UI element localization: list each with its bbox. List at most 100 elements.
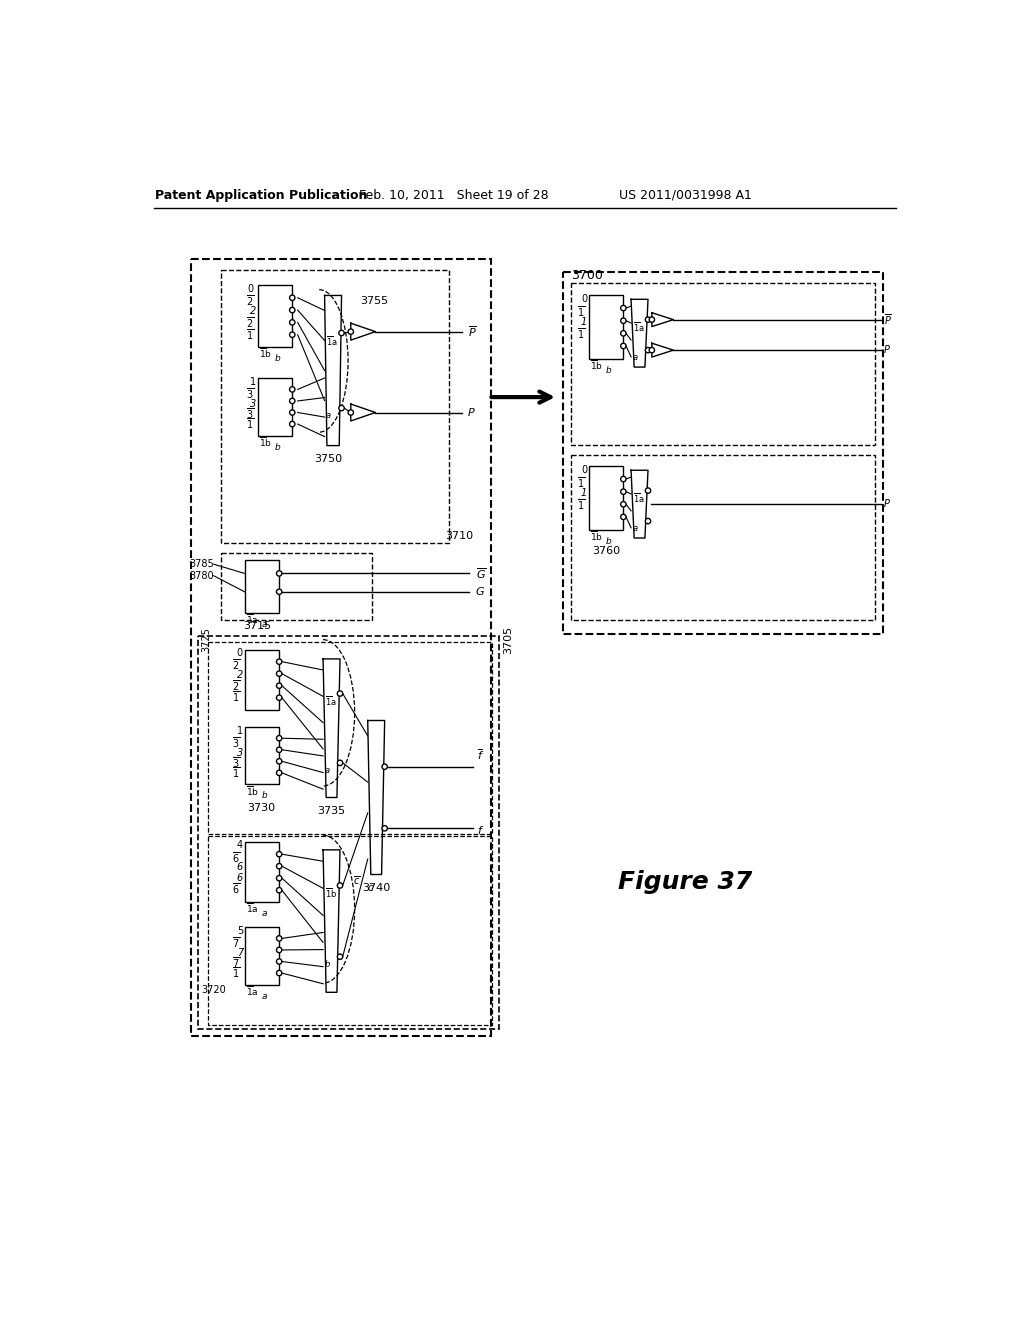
Text: US 2011/0031998 A1: US 2011/0031998 A1 [618,189,752,202]
Bar [221,271,449,544]
Text: $\overline{7}$: $\overline{7}$ [232,956,241,970]
Text: c: c [368,883,373,894]
Text: 1: 1 [237,726,243,737]
Text: $\overline{3}$: $\overline{3}$ [246,385,254,401]
Text: Patent Application Publication: Patent Application Publication [156,189,368,202]
Circle shape [621,488,626,495]
Text: G: G [475,587,484,597]
Text: b: b [325,960,330,969]
Text: 2: 2 [250,306,256,317]
Text: 3755: 3755 [359,296,388,306]
Text: 3715: 3715 [244,620,271,631]
Text: $\overline{7}$: $\overline{7}$ [232,935,241,950]
Circle shape [290,333,295,338]
Circle shape [337,760,343,766]
Circle shape [276,735,282,741]
Circle shape [276,570,282,576]
Text: a: a [261,909,267,919]
Text: $\overline{1}$b: $\overline{1}$b [590,358,603,372]
Text: $\overline{1}$a: $\overline{1}$a [246,983,258,998]
Text: b: b [605,537,611,545]
Circle shape [645,347,650,352]
Text: P: P [468,408,474,417]
Text: $\overline{1}$: $\overline{1}$ [577,496,585,512]
Text: 3720: 3720 [202,985,226,995]
Text: P: P [884,345,890,355]
Text: 3: 3 [250,399,256,409]
Circle shape [290,409,295,416]
Text: 3760: 3760 [593,546,621,556]
Text: 0: 0 [248,284,254,293]
Circle shape [649,317,654,322]
Bar [190,259,490,1036]
Text: 2: 2 [237,669,243,680]
Bar [589,296,624,359]
Text: $\overline{1}$: $\overline{1}$ [232,766,241,780]
Circle shape [621,502,626,507]
Circle shape [645,488,650,494]
Circle shape [276,770,282,776]
Bar [245,842,280,903]
Text: $\overline{3}$: $\overline{3}$ [232,735,241,750]
Circle shape [276,970,282,975]
Text: $\overline{1}$: $\overline{1}$ [246,327,254,342]
Text: $\overline{2}$: $\overline{2}$ [232,657,241,672]
Text: $\overline{2}$: $\overline{2}$ [246,315,254,330]
Circle shape [276,948,282,953]
Circle shape [276,682,282,689]
Text: 0: 0 [581,293,587,304]
Circle shape [276,887,282,892]
Circle shape [290,421,295,426]
Bar [589,466,624,529]
Circle shape [337,690,343,696]
Text: $\overline{c}$: $\overline{c}$ [352,874,360,887]
Circle shape [276,696,282,701]
Text: Feb. 10, 2011   Sheet 19 of 28: Feb. 10, 2011 Sheet 19 of 28 [359,189,549,202]
Circle shape [290,399,295,404]
Circle shape [621,330,626,337]
Text: $\overline{1}$a: $\overline{1}$a [325,694,336,709]
Text: 3700: 3700 [571,269,603,282]
Bar [208,836,493,1024]
Circle shape [337,954,343,960]
Text: $\overline{1}$: $\overline{1}$ [577,475,585,490]
Text: $\overline{1}$: $\overline{1}$ [232,689,241,704]
Circle shape [348,409,353,416]
Text: a: a [261,991,267,1001]
Text: $\overline{6}$: $\overline{6}$ [232,882,241,896]
Text: $\overline{1}$b: $\overline{1}$b [325,886,337,900]
Bar [245,560,280,612]
Bar [208,642,493,834]
Text: $\overline{3}$: $\overline{3}$ [246,407,254,421]
Text: $\overline{1}$: $\overline{1}$ [246,417,254,432]
Text: $\overline{1}$a: $\overline{1}$a [246,902,258,915]
Circle shape [276,747,282,752]
Text: a: a [325,766,330,775]
Bar [571,455,876,620]
Text: a: a [633,524,638,533]
Circle shape [621,318,626,323]
Circle shape [645,519,650,524]
Circle shape [621,515,626,520]
Text: $\overline{1}$a: $\overline{1}$a [633,491,644,506]
Text: $\overline{f}$: $\overline{f}$ [477,747,484,762]
Bar [258,378,292,436]
Text: 3735: 3735 [317,807,345,816]
Text: $\overline{P}$: $\overline{P}$ [468,325,476,339]
Circle shape [621,305,626,310]
Text: a: a [326,412,332,420]
Text: 3725: 3725 [202,627,211,652]
Text: 6: 6 [237,862,243,873]
Text: 3705: 3705 [503,626,513,653]
Circle shape [276,671,282,676]
Circle shape [276,863,282,869]
Circle shape [290,308,295,313]
Text: 3740: 3740 [362,883,390,894]
Circle shape [276,589,282,594]
Text: 1: 1 [581,317,587,327]
Text: P: P [884,499,890,510]
Text: 4: 4 [237,840,243,850]
Circle shape [276,759,282,764]
Text: $\overline{2}$: $\overline{2}$ [232,678,241,693]
Text: $\overline{1}$b: $\overline{1}$b [259,434,272,449]
